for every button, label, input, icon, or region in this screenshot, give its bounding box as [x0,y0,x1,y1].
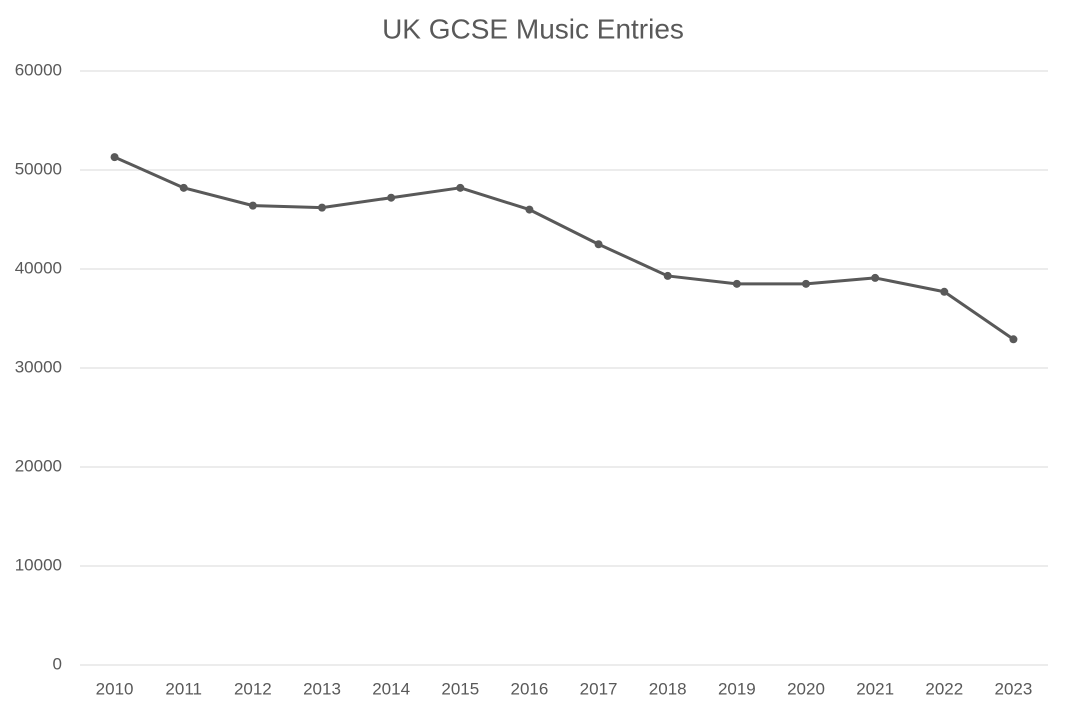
data-point [940,287,949,296]
x-tick-label: 2020 [787,679,825,698]
data-point [732,279,741,288]
x-tick-label: 2014 [372,679,410,698]
y-tick-label: 0 [53,654,62,673]
y-tick-label: 50000 [15,159,62,178]
y-tick-label: 40000 [15,258,62,277]
data-point [871,273,880,282]
data-point [802,279,810,288]
data-point [594,240,603,249]
x-tick-label: 2019 [718,679,756,698]
x-tick-label: 2013 [303,679,341,698]
data-point [1009,335,1018,344]
data-point [179,183,188,192]
x-tick-label: 2021 [856,679,894,698]
data-point [110,153,119,162]
chart-title: UK GCSE Music Entries [382,13,684,44]
x-tick-label: 2017 [580,679,618,698]
y-tick-label: 30000 [15,357,62,376]
data-line [113,155,1015,341]
data-point [318,203,326,212]
data-point [525,205,534,214]
x-tick-label: 2011 [165,679,202,698]
x-tick-label: 2023 [995,679,1033,698]
x-tick-label: 2015 [441,679,479,698]
x-tick-label: 2018 [649,679,687,698]
x-tick-label: 2010 [96,679,134,698]
data-point [663,271,672,280]
y-tick-label: 60000 [15,60,62,79]
x-tick-label: 2016 [511,679,549,698]
y-tick-label: 20000 [15,456,62,475]
y-tick-label: 10000 [15,555,62,574]
x-tick-label: 2022 [925,679,963,698]
data-point [387,193,396,202]
x-tick-label: 2012 [234,679,272,698]
data-point [248,201,257,210]
data-point [456,183,465,192]
